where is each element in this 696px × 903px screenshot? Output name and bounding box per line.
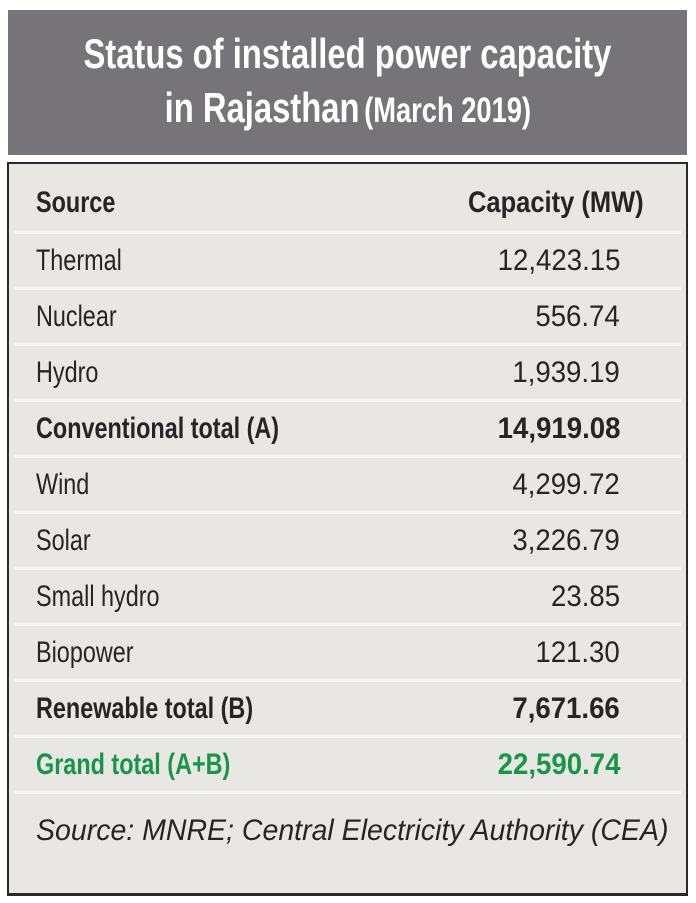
- title-banner: Status of installed power capacity in Ra…: [8, 10, 687, 155]
- source-note: Source: MNRE; Central Electricity Author…: [36, 813, 669, 847]
- table-row-small-hydro: Small hydro 23.85: [14, 570, 681, 626]
- column-header-source: Source: [36, 185, 116, 219]
- title-text-2: in Rajasthan: [164, 84, 360, 131]
- title-line-1: Status of installed power capacity: [9, 27, 686, 81]
- row-label: Nuclear: [36, 299, 117, 333]
- title-text-1: Status of installed power capacity: [83, 30, 612, 77]
- table-row-conventional-total: Conventional total (A) 14,919.08: [14, 402, 681, 458]
- row-value: 7,671.66: [512, 691, 620, 725]
- row-value: 3,226.79: [512, 523, 620, 557]
- title-date-note: (March 2019): [363, 91, 531, 130]
- table-row-wind: Wind 4,299.72: [14, 458, 681, 514]
- row-label: Thermal: [36, 243, 122, 277]
- table-row-hydro: Hydro 1,939.19: [14, 346, 681, 402]
- row-value: 22,590.74: [497, 747, 620, 781]
- column-header-capacity: Capacity (MW): [468, 185, 644, 219]
- table-row-nuclear: Nuclear 556.74: [14, 290, 681, 346]
- row-value: 4,299.72: [512, 467, 620, 501]
- title-line-2: in Rajasthan (March 2019): [113, 81, 583, 138]
- row-value: 12,423.15: [497, 243, 620, 277]
- row-label: Hydro: [36, 355, 99, 389]
- row-label: Biopower: [36, 635, 134, 669]
- row-value: 14,919.08: [497, 411, 620, 445]
- source-note-row: Source: MNRE; Central Electricity Author…: [14, 794, 681, 893]
- row-label: Renewable total (B): [36, 691, 254, 725]
- capacity-table: Source Capacity (MW) Thermal 12,423.15 N…: [7, 162, 688, 896]
- table-row-biopower: Biopower 121.30: [14, 626, 681, 682]
- title-line-2-inner: in Rajasthan (March 2019): [164, 81, 530, 138]
- row-label: Solar: [36, 523, 91, 557]
- row-value: 556.74: [535, 299, 620, 333]
- table-row-grand-total: Grand total (A+B) 22,590.74: [14, 738, 681, 794]
- row-label: Small hydro: [36, 579, 160, 613]
- table-row-solar: Solar 3,226.79: [14, 514, 681, 570]
- row-value: 121.30: [535, 635, 620, 669]
- table-header-row: Source Capacity (MW): [14, 164, 681, 234]
- row-label: Conventional total (A): [36, 411, 280, 445]
- row-label: Wind: [36, 467, 90, 501]
- row-value: 1,939.19: [512, 355, 620, 389]
- row-label: Grand total (A+B): [36, 747, 231, 781]
- table-row-renewable-total: Renewable total (B) 7,671.66: [14, 682, 681, 738]
- row-value: 23.85: [550, 579, 620, 613]
- table-row-thermal: Thermal 12,423.15: [14, 234, 681, 290]
